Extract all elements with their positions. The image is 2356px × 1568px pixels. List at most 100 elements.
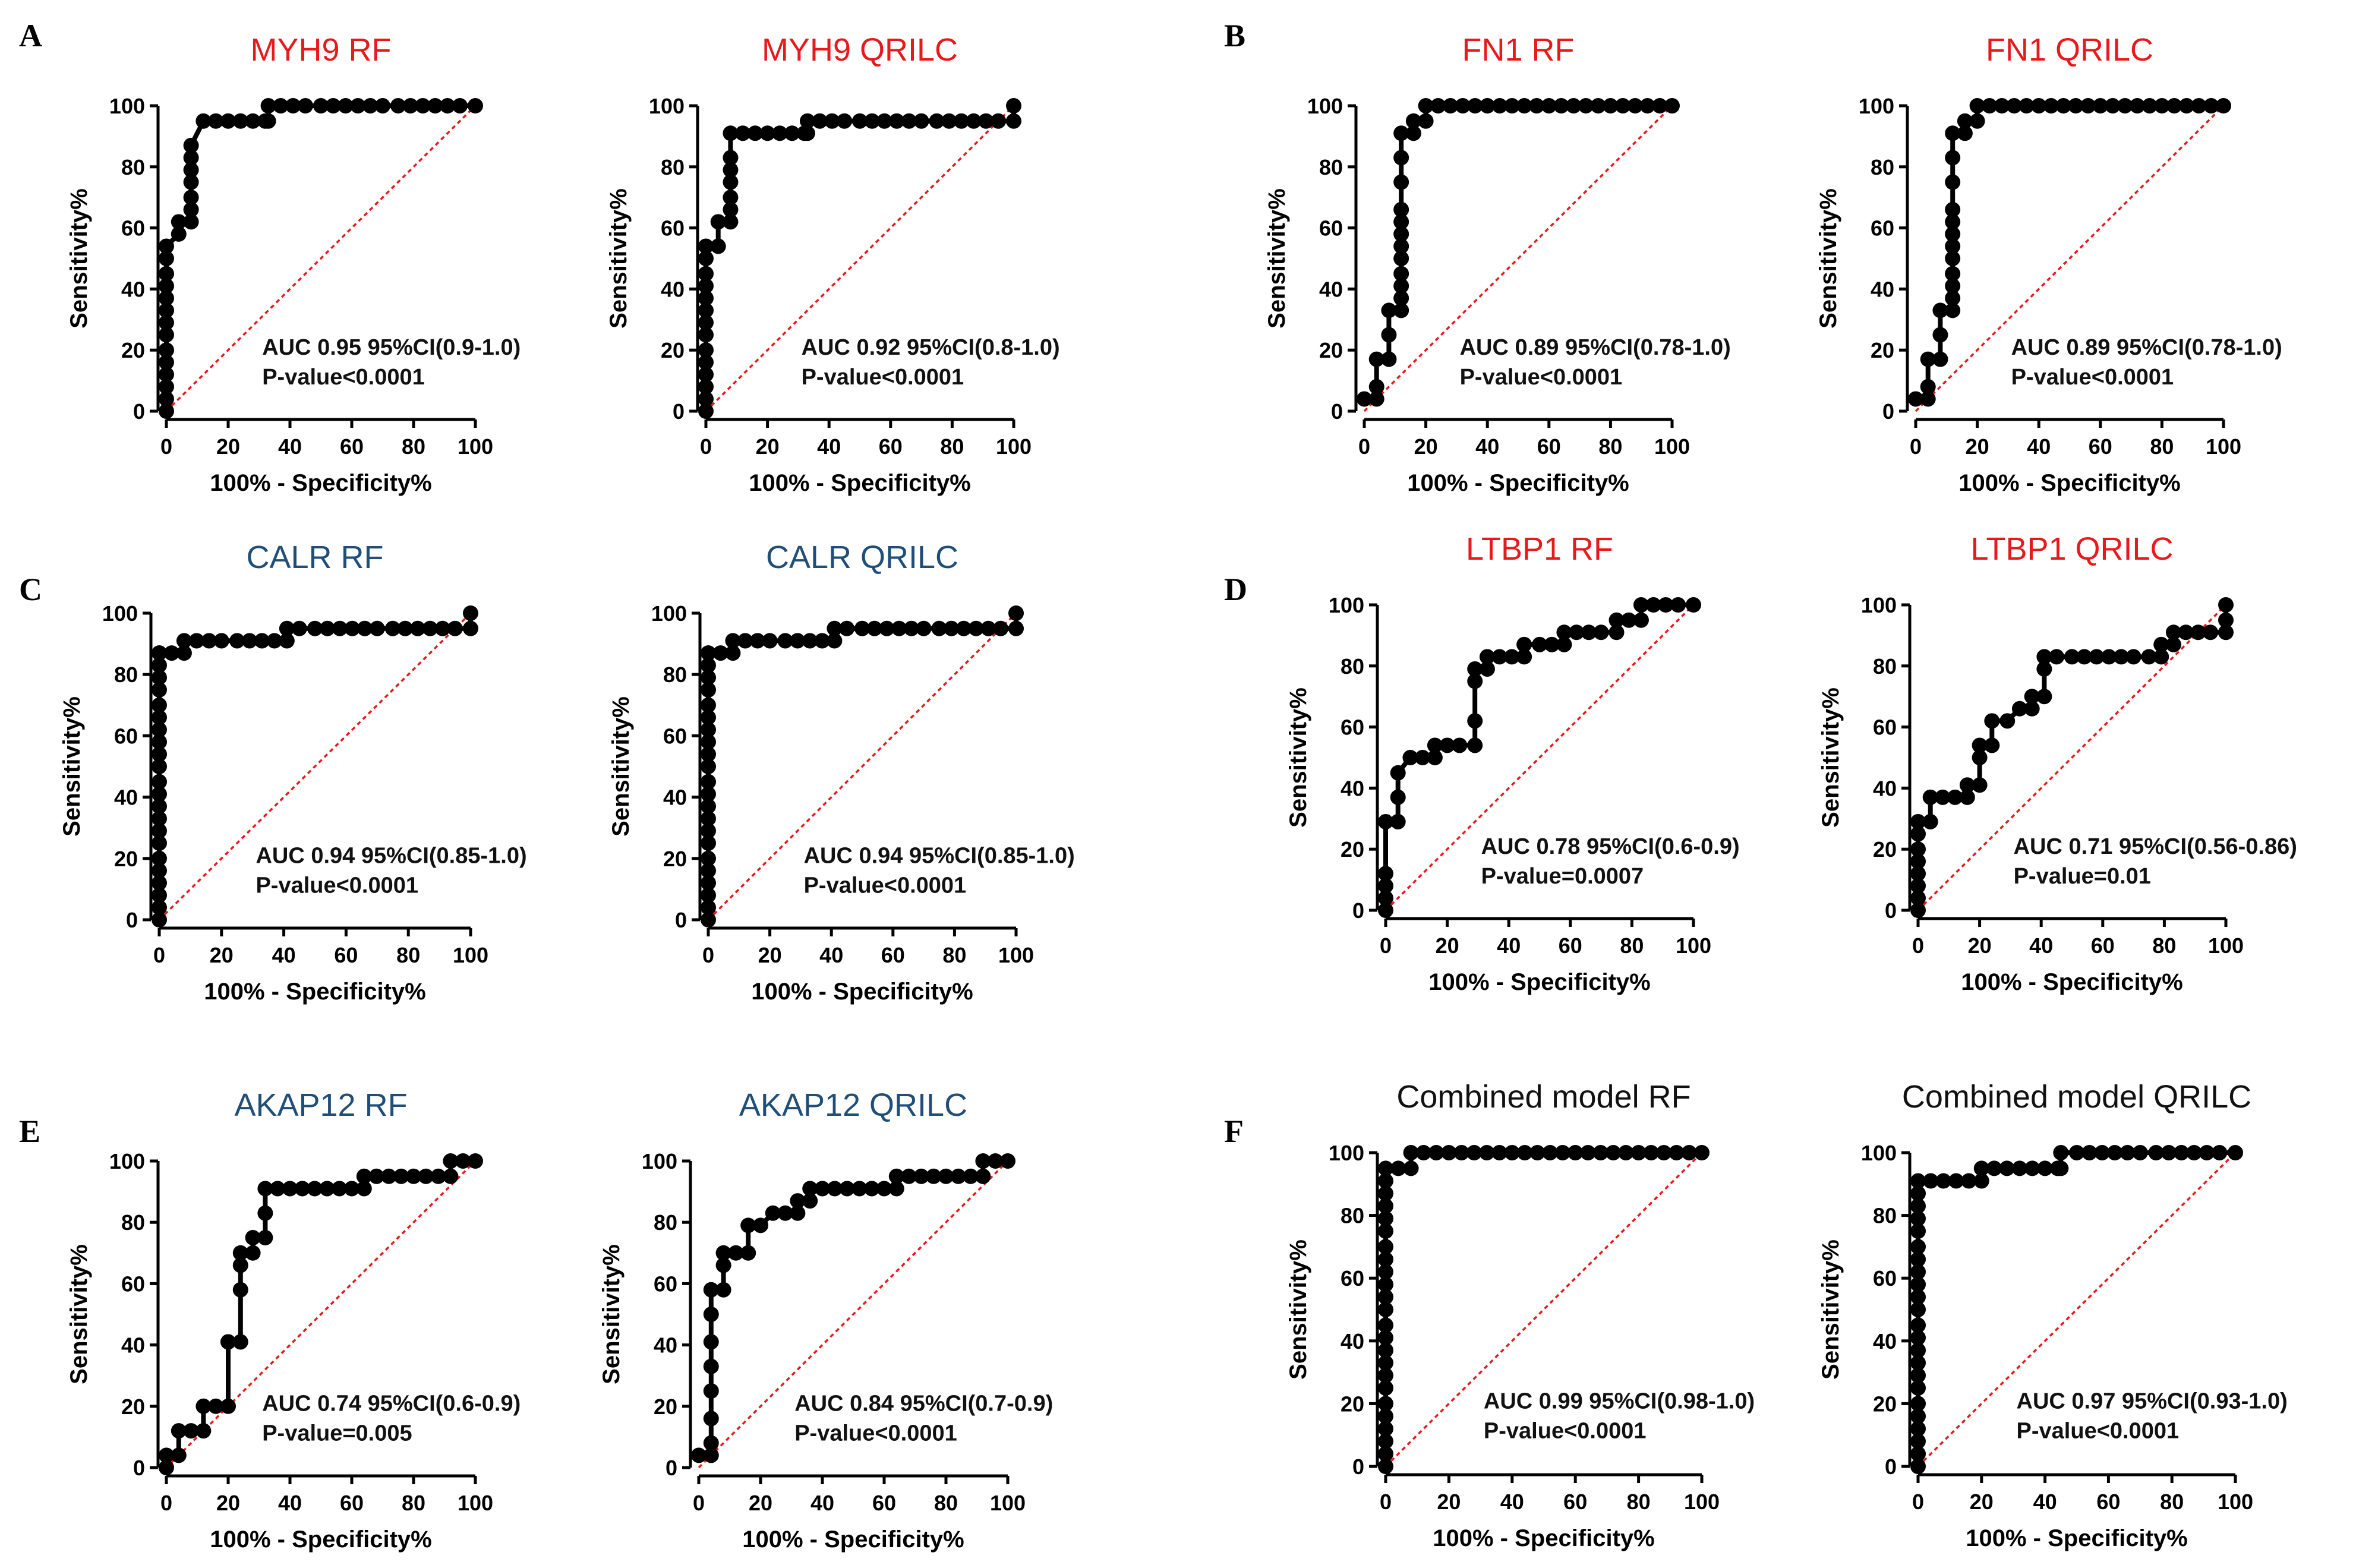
roc-point (901, 1168, 917, 1184)
roc-point (422, 620, 438, 636)
roc-point (1590, 98, 1606, 113)
roc-point (159, 378, 174, 395)
roc-point (1390, 789, 1406, 805)
panel-label-a: A (19, 18, 42, 53)
roc-point (176, 645, 192, 661)
roc-point (1645, 597, 1661, 613)
roc-point (901, 113, 917, 129)
roc-point (152, 734, 167, 750)
roc-point (152, 810, 167, 826)
roc-point (1606, 1145, 1622, 1160)
roc-point (790, 1193, 806, 1209)
panel-label-f: F (1224, 1113, 1244, 1149)
roc-point (2141, 649, 2157, 665)
roc-point (1357, 391, 1372, 407)
roc-point (245, 1245, 261, 1261)
roc-point (1920, 391, 1936, 407)
roc-point (1378, 890, 1393, 906)
y-tick-label: 40 (1871, 277, 1894, 301)
roc-point (1378, 1355, 1393, 1371)
roc-point (325, 98, 341, 113)
auc-annotation: AUC 0.97 95%CI(0.93-1.0) (2017, 1389, 2288, 1414)
roc-point (2191, 98, 2207, 113)
auc-annotation: AUC 0.99 95%CI(0.98-1.0) (1484, 1389, 1755, 1414)
roc-point (1945, 201, 1961, 217)
roc-point (839, 620, 855, 636)
reference-diagonal (1384, 604, 1695, 911)
roc-point (1378, 1198, 1393, 1214)
roc-point (2068, 98, 2084, 113)
roc-point (1945, 238, 1961, 254)
roc-point (1381, 302, 1397, 318)
roc-point (195, 1398, 212, 1414)
roc-point (1639, 98, 1655, 113)
roc-point (938, 1168, 954, 1184)
roc-point (1000, 1153, 1015, 1169)
roc-point (159, 391, 174, 407)
x-axis-label: 100% - Specificity% (749, 470, 971, 496)
roc-point (1972, 777, 1988, 793)
roc-point (1443, 98, 1459, 113)
roc-point (701, 900, 716, 916)
roc-chart: LTBP1 RF 0 20 40 60 80 100 0 20 40 60 80 100 100% - S… (1285, 531, 1740, 995)
y-tick-label: 100 (649, 94, 685, 118)
roc-point (1957, 113, 1973, 129)
y-tick-label: 80 (654, 1210, 677, 1235)
roc-point (1554, 1145, 1570, 1160)
roc-point (723, 214, 739, 230)
roc-point (1378, 1289, 1393, 1305)
roc-point (402, 98, 418, 113)
roc-point (152, 863, 167, 879)
y-tick-label: 20 (1873, 1392, 1897, 1416)
roc-point (749, 633, 765, 649)
roc-point (213, 633, 229, 649)
p-value-annotation: P-value<0.0001 (2011, 365, 2174, 390)
roc-point (2178, 624, 2194, 641)
roc-point (319, 1181, 335, 1197)
roc-point (1643, 1145, 1659, 1160)
roc-point (183, 214, 199, 230)
roc-point (1908, 391, 1923, 407)
y-tick-label: 0 (1352, 1455, 1364, 1479)
roc-chart: Combined model QRILC 0 20 40 60 80 100 0 20 40 60 8… (1818, 1079, 2288, 1551)
roc-point (916, 620, 932, 636)
roc-point (1630, 1145, 1647, 1160)
auc-annotation: AUC 0.71 95%CI(0.56-0.86) (2014, 834, 2297, 859)
roc-point (1467, 673, 1483, 689)
x-axis-label: 100% - Specificity% (204, 979, 426, 1005)
roc-point (1541, 98, 1557, 113)
x-tick-label: 100 (2206, 434, 2241, 459)
roc-point (698, 367, 714, 383)
x-tick-label: 0 (160, 1491, 172, 1515)
roc-point (183, 162, 199, 178)
roc-point (1961, 1173, 1977, 1189)
roc-point (888, 1181, 904, 1197)
roc-point (468, 1153, 483, 1169)
roc-point (698, 403, 714, 419)
roc-point (1910, 1198, 1926, 1214)
y-tick-label: 100 (1329, 593, 1364, 617)
roc-point (232, 1257, 248, 1273)
roc-point (1578, 98, 1594, 113)
roc-point (980, 620, 996, 636)
roc-point (1517, 1145, 1533, 1160)
roc-point (1935, 1173, 1951, 1189)
roc-point (1467, 661, 1483, 677)
x-tick-label: 20 (1968, 933, 1992, 958)
y-tick-label: 20 (121, 338, 145, 362)
chart-title: CALR QRILC (766, 540, 958, 575)
x-tick-label: 100 (453, 943, 488, 967)
roc-point (703, 1334, 719, 1350)
roc-point (159, 251, 174, 266)
roc-point (1618, 1145, 1634, 1160)
roc-point (152, 657, 167, 673)
roc-point (2011, 1160, 2027, 1176)
x-tick-label: 80 (2152, 933, 2176, 958)
roc-point (762, 633, 778, 649)
roc-point (294, 1181, 310, 1197)
x-tick-label: 0 (693, 1491, 705, 1515)
roc-point (440, 98, 456, 113)
y-tick-label: 0 (1882, 399, 1894, 424)
roc-point (2036, 649, 2052, 665)
roc-point (1567, 1145, 1584, 1160)
